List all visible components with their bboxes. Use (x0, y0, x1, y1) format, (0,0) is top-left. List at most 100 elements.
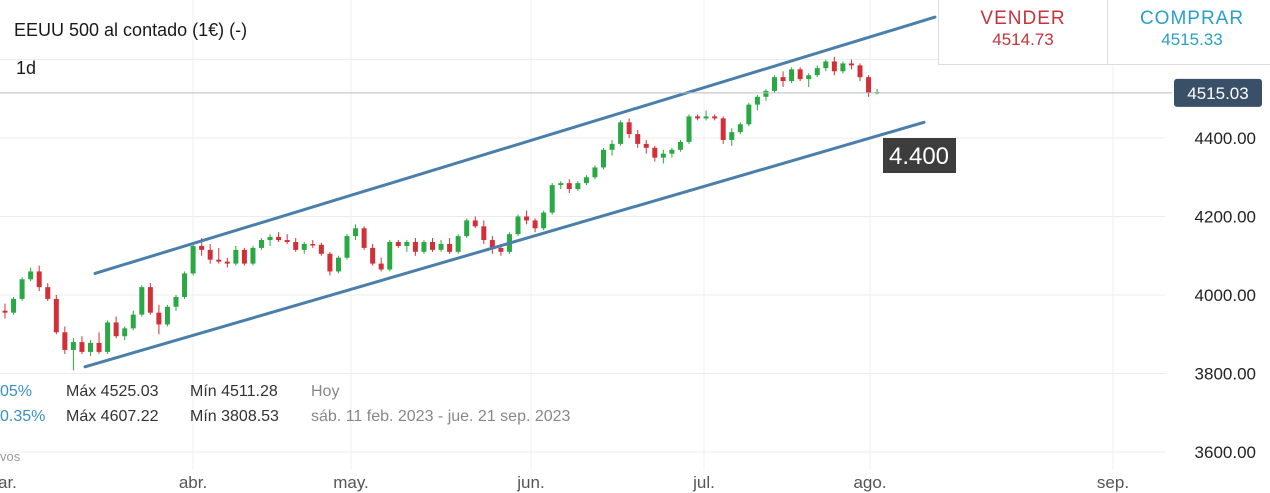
candle-body (797, 69, 803, 80)
x-tick-label: may. (333, 473, 369, 492)
today-change-pct: 05% (0, 383, 33, 400)
candle (720, 116, 726, 144)
candle-body (430, 242, 435, 250)
candle (190, 243, 196, 276)
candle (737, 122, 743, 135)
grid-lines (0, 0, 1165, 470)
candle-body (190, 245, 196, 274)
range-period: sáb. 11 feb. 2023 - jue. 21 sep. 2023 (311, 408, 571, 425)
candle (164, 304, 170, 327)
candle (224, 257, 230, 268)
candle (241, 247, 247, 266)
candle-body (669, 149, 675, 154)
candle-body (814, 68, 820, 76)
candle-body (53, 298, 59, 333)
timeframe-label[interactable]: 1d (16, 58, 37, 78)
candle-body (216, 259, 222, 262)
candle (626, 118, 632, 138)
candle (823, 59, 829, 72)
candle (601, 147, 606, 170)
candle (643, 139, 649, 154)
channel-lower-line[interactable] (83, 120, 926, 369)
candle (28, 267, 34, 282)
candle-body (592, 167, 598, 178)
trend-channel[interactable] (83, 15, 937, 369)
candle (789, 67, 795, 84)
candle-body (293, 242, 299, 250)
candle-body (387, 242, 393, 270)
x-tick-label: abr. (179, 473, 207, 492)
candle-body (737, 124, 743, 133)
candle-body (224, 261, 230, 264)
candle (88, 340, 93, 356)
y-tick-label: 4000.00 (1195, 286, 1256, 305)
candle (130, 310, 136, 331)
candle (814, 65, 820, 78)
y-tick-label: 3600.00 (1195, 443, 1256, 462)
axes: 4400.00 4200.00 4000.00 3800.00 3600.00 ar. ab… (0, 129, 1256, 492)
buy-price: 4515.33 (1161, 30, 1223, 49)
candle (182, 271, 188, 299)
candle (353, 224, 359, 241)
candle-body (866, 77, 872, 93)
candle-body (532, 220, 538, 229)
candle (797, 67, 803, 82)
candle (301, 242, 307, 254)
candle-body (848, 63, 854, 66)
candle-body (122, 328, 128, 337)
candles (2, 56, 880, 371)
sell-button[interactable]: VENDER 4514.73 (938, 0, 1108, 65)
candle-body (489, 240, 495, 248)
candle (370, 243, 376, 266)
candle-body (515, 216, 521, 235)
candle-body (763, 90, 769, 97)
candle (147, 283, 153, 315)
current-price-line: 4515.03 (0, 78, 1262, 107)
candle (62, 326, 68, 354)
candle-body (806, 75, 812, 80)
candle (36, 265, 42, 292)
candle-body (370, 247, 376, 264)
candle-body (583, 177, 589, 184)
channel-upper-line[interactable] (93, 15, 937, 275)
candle (772, 75, 777, 93)
candle (541, 210, 547, 231)
candle-body (438, 243, 444, 250)
candle-body (335, 257, 341, 272)
channel-annotation[interactable]: 4.400 (883, 138, 956, 173)
candle (532, 218, 538, 233)
candle (524, 210, 530, 225)
candle-body (353, 228, 359, 237)
annotation-bg (883, 138, 956, 173)
candle-body (88, 342, 93, 352)
candle (566, 179, 572, 193)
candle (335, 255, 341, 274)
candle (558, 181, 564, 190)
candle-body (720, 118, 726, 140)
candle-body (173, 296, 179, 307)
candle (173, 295, 179, 311)
candle-body (79, 342, 85, 352)
candle-body (635, 134, 641, 144)
candle (780, 71, 786, 87)
candle-body (481, 226, 487, 241)
candle-body (618, 122, 624, 144)
candle (618, 120, 624, 146)
candle (763, 88, 769, 101)
candle-body (772, 77, 777, 91)
candle-body (455, 236, 461, 252)
candle-body (524, 216, 530, 221)
candle-body (344, 236, 350, 258)
buy-button[interactable]: COMPRAR 4515.33 (1107, 0, 1270, 65)
candle (293, 238, 299, 252)
y-tick-label: 4400.00 (1195, 129, 1256, 148)
candle-body (575, 183, 581, 190)
annotation-4400[interactable]: 4.400 (883, 138, 956, 173)
buy-label: COMPRAR (1139, 8, 1245, 29)
candle (515, 214, 521, 237)
candle (79, 336, 85, 354)
candle-body (498, 247, 504, 252)
candle (318, 242, 324, 256)
candle-body (412, 242, 418, 252)
